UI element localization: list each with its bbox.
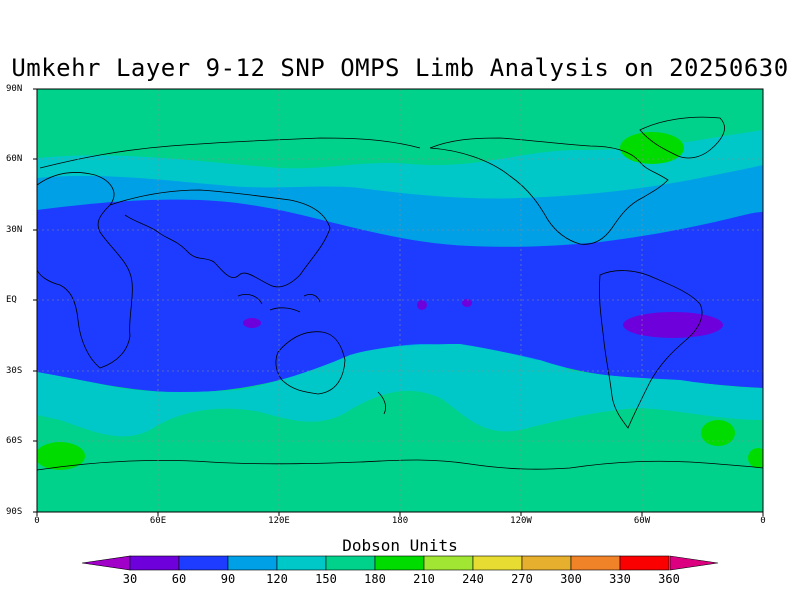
high-ozone-region-southwest (37, 442, 85, 470)
colorbar-over-arrow (669, 555, 719, 571)
colorbar-tick-label: 240 (462, 572, 484, 586)
colorbar (81, 555, 719, 571)
colorbar-tick-label: 60 (171, 572, 187, 586)
colorbar-under-arrow (81, 555, 131, 571)
lon-label-60w: 60W (633, 516, 651, 526)
lat-label-60s: 60S (6, 436, 23, 446)
lat-label-90s: 90S (6, 507, 23, 517)
low-ozone-region-indonesia (243, 318, 261, 328)
colorbar-box (472, 555, 523, 571)
colorbar-box (129, 555, 180, 571)
colorbar-tick-label: 330 (609, 572, 631, 586)
band-60-90-fill (37, 199, 763, 393)
lon-label-0-east: 0 (760, 516, 766, 526)
high-ozone-region-greenland (620, 132, 684, 164)
colorbar-box (570, 555, 621, 571)
colorbar-box (423, 555, 474, 571)
lon-label-180: 180 (391, 516, 409, 526)
lat-label-30n: 30N (6, 225, 23, 235)
lat-label-eq: EQ (6, 295, 17, 305)
colorbar-box (374, 555, 425, 571)
lon-label-60e: 60E (149, 516, 167, 526)
colorbar-box (227, 555, 278, 571)
high-ozone-region-south-atlantic (701, 420, 735, 446)
colorbar-tick-label: 150 (315, 572, 337, 586)
lat-label-90n: 90N (6, 84, 23, 94)
colorbar-tick-label: 120 (266, 572, 288, 586)
colorbar-title: Dobson Units (342, 536, 458, 555)
graticule (37, 89, 763, 512)
colorbar-box (619, 555, 670, 571)
lon-label-120w: 120W (510, 516, 532, 526)
lat-label-60n: 60N (6, 154, 23, 164)
coastlines (37, 116, 763, 471)
colorbar-box (178, 555, 229, 571)
colorbar-tick-label: 360 (658, 572, 680, 586)
map-title: Umkehr Layer 9-12 SNP OMPS Limb Analysis… (11, 54, 789, 82)
lon-label-120e: 120E (268, 516, 290, 526)
colorbar-tick-label: 210 (413, 572, 435, 586)
colorbar-box (325, 555, 376, 571)
low-ozone-region-pacific-1 (417, 300, 427, 310)
colorbar-tick-label: 30 (122, 572, 138, 586)
lon-label-0: 0 (34, 516, 40, 526)
high-ozone-region-southeast (748, 448, 763, 468)
colorbar-tick-label: 300 (560, 572, 582, 586)
lat-label-30s: 30S (6, 366, 23, 376)
ozone-field (37, 89, 763, 512)
axis-ticks (33, 88, 764, 516)
colorbar-box (521, 555, 572, 571)
colorbar-box (276, 555, 327, 571)
colorbar-tick-label: 90 (220, 572, 236, 586)
colorbar-tick-label: 270 (511, 572, 533, 586)
low-ozone-region-south-america (623, 312, 723, 338)
low-ozone-region-pacific-2 (462, 299, 472, 307)
colorbar-tick-label: 180 (364, 572, 386, 586)
